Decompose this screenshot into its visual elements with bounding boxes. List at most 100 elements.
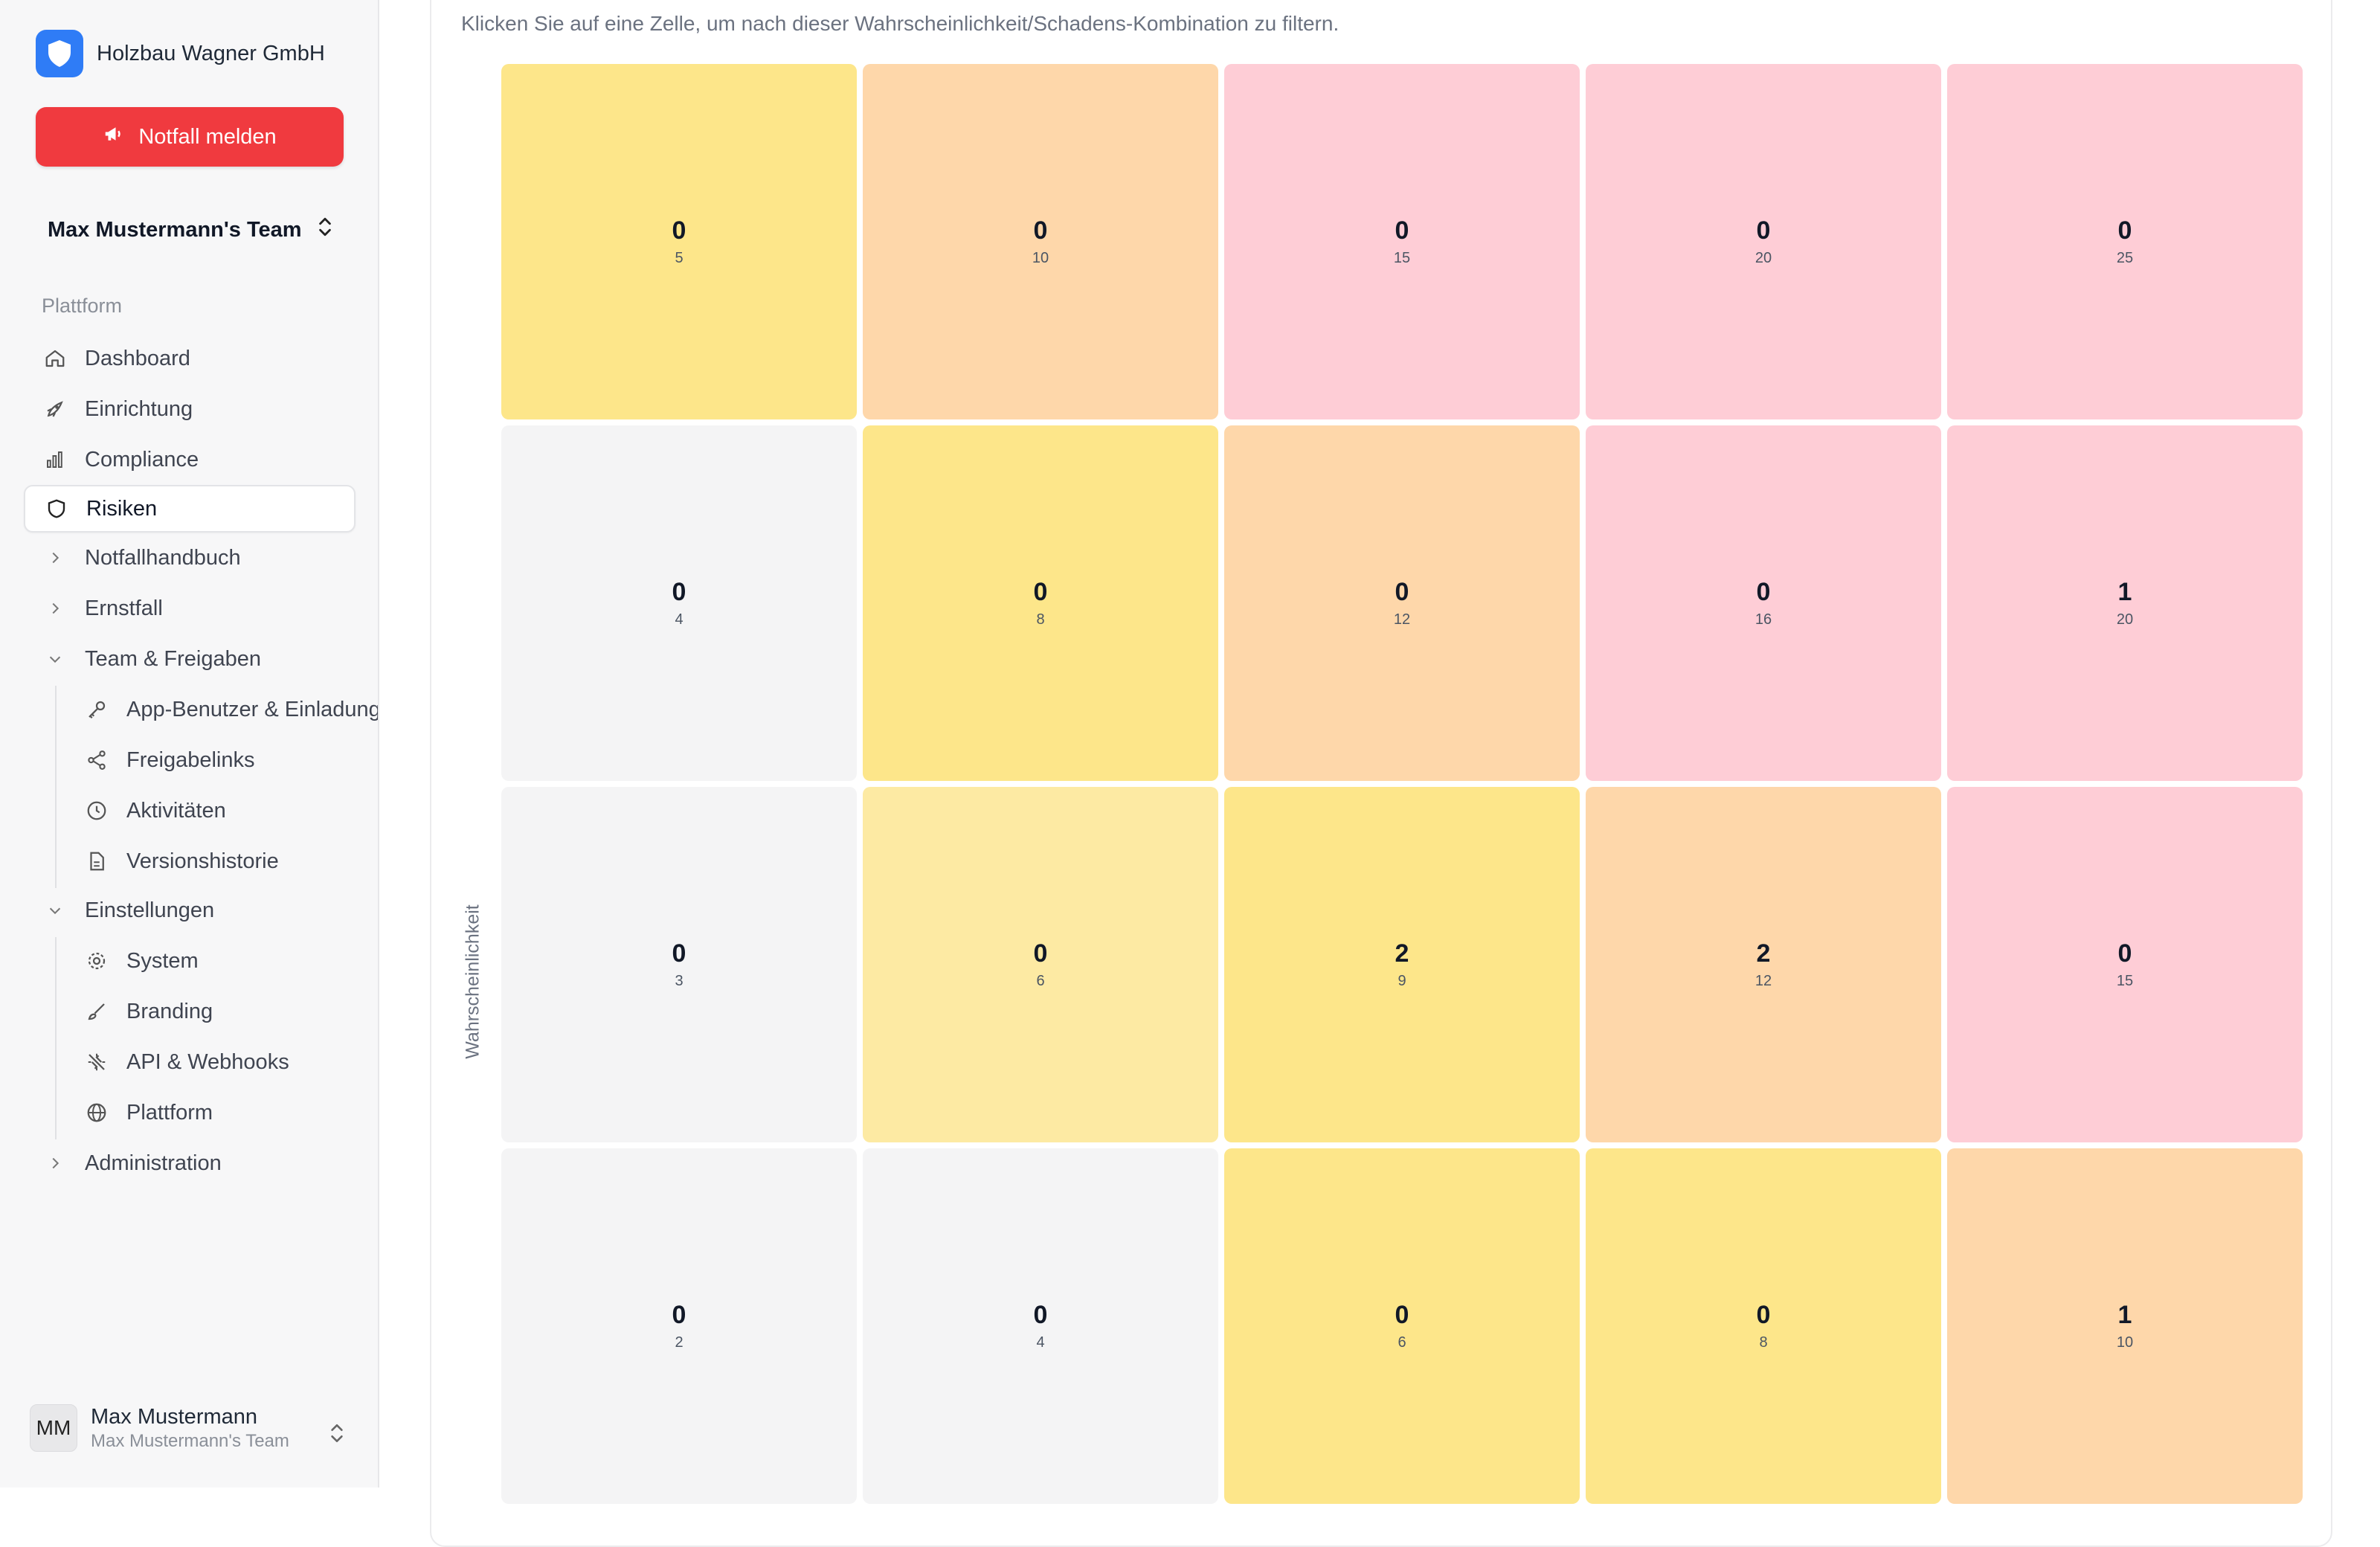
emergency-report-button[interactable]: Notfall melden xyxy=(36,107,344,167)
matrix-cell[interactable]: 0 15 xyxy=(1224,64,1580,419)
sidebar-subitem-label: System xyxy=(126,948,199,973)
sidebar-subitem-app-benutzer[interactable]: App-Benutzer & Einladungen xyxy=(67,686,378,733)
matrix-cell[interactable]: 0 25 xyxy=(1947,64,2303,419)
cell-count: 0 xyxy=(1395,578,1409,606)
sidebar-item-notfallhandbuch[interactable]: Notfallhandbuch xyxy=(24,534,356,582)
submenu-guide-line xyxy=(55,686,57,888)
sidebar-item-label: Team & Freigaben xyxy=(85,646,261,671)
sidebar-item-dashboard[interactable]: Dashboard xyxy=(24,335,356,382)
matrix-cell[interactable]: 0 16 xyxy=(1586,425,1941,781)
cell-score: 10 xyxy=(1032,250,1049,266)
sidebar-subitem-api-webhooks[interactable]: API & Webhooks xyxy=(67,1038,289,1086)
cell-score: 4 xyxy=(1036,1334,1045,1351)
user-team: Max Mustermann's Team xyxy=(91,1430,289,1451)
sidebar-subitem-label: Branding xyxy=(126,999,213,1023)
matrix-cell[interactable]: 1 10 xyxy=(1947,1148,2303,1504)
cell-count: 0 xyxy=(1756,216,1771,245)
sidebar-subitem-versionshistorie[interactable]: Versionshistorie xyxy=(67,837,279,885)
cell-score: 8 xyxy=(1036,611,1045,628)
cell-count: 0 xyxy=(672,578,686,606)
cell-count: 0 xyxy=(1033,578,1048,606)
team-switcher-label: Max Mustermann's Team xyxy=(48,217,302,242)
sidebar-item-label: Administration xyxy=(85,1151,222,1175)
sidebar-subitem-system[interactable]: System xyxy=(67,937,199,985)
sidebar-subitem-plattform[interactable]: Plattform xyxy=(67,1089,213,1136)
cell-score: 2 xyxy=(675,1334,684,1351)
cell-score: 12 xyxy=(1393,611,1411,628)
sidebar-subitem-label: Aktivitäten xyxy=(126,798,226,823)
brand[interactable]: Holzbau Wagner GmbH xyxy=(36,30,325,77)
cell-score: 9 xyxy=(1398,973,1406,989)
shield-icon xyxy=(43,495,70,522)
bar-chart-icon xyxy=(42,446,68,473)
user-menu[interactable]: MM Max Mustermann Max Mustermann's Team xyxy=(30,1404,289,1452)
sidebar-item-ernstfall[interactable]: Ernstfall xyxy=(24,585,356,632)
emergency-label: Notfall melden xyxy=(138,124,277,149)
sidebar-item-team-freigaben[interactable]: Team & Freigaben xyxy=(24,635,356,683)
cell-score: 15 xyxy=(1393,250,1411,266)
sidebar-item-label: Dashboard xyxy=(85,346,190,370)
share-icon xyxy=(83,747,110,774)
matrix-cell[interactable]: 0 15 xyxy=(1947,787,2303,1142)
y-axis-label: Wahrscheinlichkeit xyxy=(462,904,483,1059)
cell-score: 20 xyxy=(1755,250,1772,266)
chevron-right-icon xyxy=(42,1150,68,1177)
sidebar-item-label: Einrichtung xyxy=(85,396,193,421)
sidebar-subitem-label: Freigabelinks xyxy=(126,747,255,772)
matrix-hint: Klicken Sie auf eine Zelle, um nach dies… xyxy=(461,12,1339,35)
sidebar-item-einstellungen[interactable]: Einstellungen xyxy=(24,887,356,934)
cell-score: 6 xyxy=(1036,973,1045,989)
chevron-down-icon xyxy=(42,646,68,672)
cell-score: 3 xyxy=(675,973,684,989)
sidebar-subitem-branding[interactable]: Branding xyxy=(67,988,213,1035)
sidebar-subitem-aktivitaeten[interactable]: Aktivitäten xyxy=(67,787,226,834)
sidebar-item-einrichtung[interactable]: Einrichtung xyxy=(24,385,356,433)
gear-icon xyxy=(83,948,110,974)
sidebar-item-administration[interactable]: Administration xyxy=(24,1139,356,1187)
cell-score: 4 xyxy=(675,611,684,628)
brand-name: Holzbau Wagner GmbH xyxy=(97,41,325,65)
submenu-guide-line xyxy=(55,937,57,1139)
clock-icon xyxy=(83,797,110,824)
sidebar-item-label: Einstellungen xyxy=(85,898,215,922)
chevrons-updown-icon xyxy=(315,216,335,244)
sidebar: Holzbau Wagner GmbH Notfall melden Max M… xyxy=(0,0,379,1488)
file-icon xyxy=(83,848,110,875)
cell-count: 0 xyxy=(1033,216,1048,245)
sidebar-subitem-freigabelinks[interactable]: Freigabelinks xyxy=(67,736,254,784)
cell-count: 0 xyxy=(1756,578,1771,606)
sidebar-subitem-label: Plattform xyxy=(126,1100,213,1125)
matrix-cell[interactable]: 0 12 xyxy=(1224,425,1580,781)
sidebar-item-risiken[interactable]: Risiken xyxy=(24,485,356,533)
sidebar-section-label: Plattform xyxy=(42,295,123,317)
sidebar-item-compliance[interactable]: Compliance xyxy=(24,436,356,483)
cell-count: 0 xyxy=(672,1301,686,1329)
matrix-cell[interactable]: 1 20 xyxy=(1947,425,2303,781)
globe-icon xyxy=(83,1099,110,1126)
cell-count: 1 xyxy=(2117,1301,2132,1329)
cell-count: 2 xyxy=(1756,939,1771,968)
matrix-cell[interactable]: 0 20 xyxy=(1586,64,1941,419)
team-switcher[interactable]: Max Mustermann's Team xyxy=(48,216,335,244)
key-icon xyxy=(83,696,110,723)
cell-score: 5 xyxy=(675,250,684,266)
brush-icon xyxy=(83,998,110,1025)
cell-count: 0 xyxy=(672,939,686,968)
cell-count: 2 xyxy=(1395,939,1409,968)
chevrons-updown-icon[interactable] xyxy=(327,1422,347,1448)
matrix-cell[interactable]: 0 10 xyxy=(863,64,1218,419)
cell-count: 0 xyxy=(1033,1301,1048,1329)
avatar: MM xyxy=(30,1404,77,1452)
matrix-cell[interactable]: 2 12 xyxy=(1586,787,1941,1142)
sidebar-item-label: Ernstfall xyxy=(85,596,163,620)
